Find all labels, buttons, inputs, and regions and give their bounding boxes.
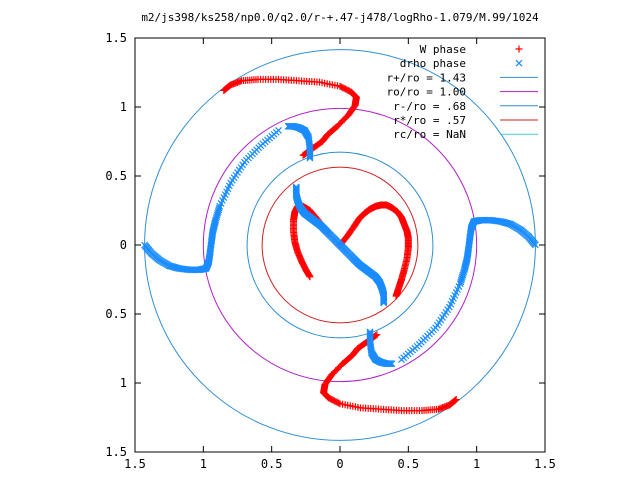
w-phase-point [306, 273, 314, 281]
x-tick-label: 1.5 [534, 457, 556, 471]
chart-title: m2/js398/ks258/np0.0/q2.0/r-+.47-j478/lo… [141, 11, 539, 24]
w-phase-point [392, 292, 400, 300]
drho-phase-series [141, 122, 539, 368]
legend-marker-w-phase [515, 45, 523, 53]
x-tick-label: 1.5 [124, 457, 146, 471]
y-tick-label: 0 [120, 238, 127, 252]
legend-label: r+/ro = 1.43 [387, 71, 466, 84]
legend-marker-drho-phase [515, 59, 523, 67]
x-tick-label: 0.5 [397, 457, 419, 471]
drho-phase-point [457, 278, 465, 286]
w-phase-point [373, 331, 381, 339]
drho-phase-point [275, 127, 282, 134]
y-tick-label: 1.5 [105, 445, 127, 459]
drho-phase-point [292, 183, 300, 191]
y-tick-label: 1 [120, 376, 127, 390]
legend-label: W phase [420, 43, 466, 56]
w-phase-point [299, 151, 307, 159]
w-phase-point [372, 332, 380, 340]
radius-circle [202, 107, 478, 383]
drho-phase-point [398, 356, 405, 363]
legend-label: ro/ro = 1.00 [387, 86, 466, 99]
x-tick-label: 1 [473, 457, 480, 471]
radius-circle [246, 151, 434, 339]
legend-label: r*/ro = .57 [393, 114, 466, 127]
plot-area: 1.5 1 0.5 0 0.5 1 1.51.510.500.511.5 [105, 31, 556, 471]
x-tick-label: 1 [200, 457, 207, 471]
radius-circle [261, 166, 419, 324]
x-tick-label: 0 [336, 457, 343, 471]
w-phase-point [300, 150, 308, 158]
drho-phase-point [388, 360, 396, 368]
legend-label: drho phase [400, 57, 466, 70]
drho-phase-point [215, 204, 223, 212]
y-tick-label: 0.5 [105, 307, 127, 321]
drho-phase-point [380, 299, 388, 307]
x-tick-label: 0.5 [261, 457, 283, 471]
legend-label: r-/ro = .68 [393, 100, 466, 113]
y-tick-label: 1 [120, 100, 127, 114]
drho-phase-point [284, 122, 292, 130]
y-tick-label: 0.5 [105, 169, 127, 183]
y-tick-label: 1.5 [105, 31, 127, 45]
legend-label: rc/ro = NaN [393, 128, 466, 141]
